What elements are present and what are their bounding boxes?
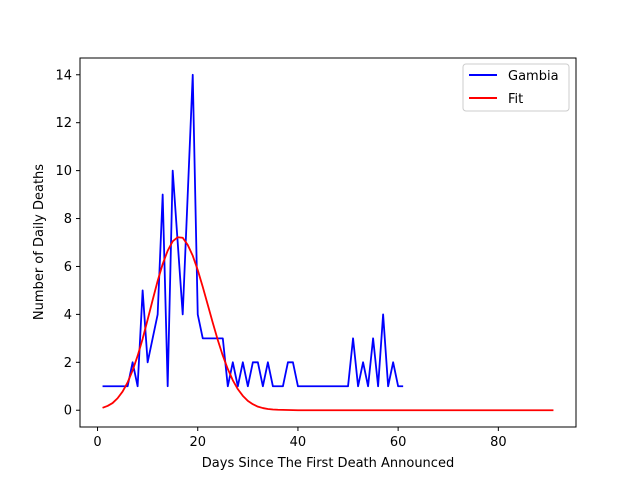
x-tick-label: 0 (93, 435, 101, 450)
x-tick-label: 40 (290, 435, 307, 450)
y-tick-label: 2 (64, 356, 72, 371)
x-tick-label: 20 (189, 435, 206, 450)
y-tick-label: 12 (55, 116, 72, 131)
y-tick-label: 6 (64, 260, 72, 275)
series-line-fit (102, 236, 554, 412)
x-axis-label: Days Since The First Death Announced (202, 456, 454, 471)
legend-label-gambia: Gambia (508, 69, 559, 84)
legend: Gambia Fit (462, 63, 570, 112)
x-axis-ticks: 0 20 40 60 80 (93, 427, 507, 450)
y-tick-label: 4 (64, 308, 72, 323)
y-tick-label: 0 (64, 404, 72, 419)
y-tick-label: 14 (55, 68, 72, 83)
x-tick-label: 80 (490, 435, 507, 450)
y-tick-label: 8 (64, 212, 72, 227)
y-axis-ticks: 0 2 4 6 8 10 12 14 (55, 68, 80, 419)
series-lines (102, 73, 554, 412)
y-tick-label: 10 (55, 164, 72, 179)
series-line-gambia (102, 73, 404, 388)
axes-frame (79, 57, 577, 428)
x-tick-label: 60 (390, 435, 407, 450)
legend-label-fit: Fit (508, 92, 523, 107)
y-axis-label: Number of Daily Deaths (32, 164, 47, 320)
